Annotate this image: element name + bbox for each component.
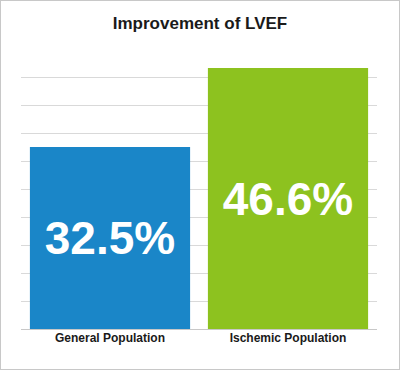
svg-text:Ischemic Population: Ischemic Population xyxy=(230,331,347,345)
svg-text:General Population: General Population xyxy=(55,331,165,345)
svg-text:Improvement of LVEF: Improvement of LVEF xyxy=(113,14,287,33)
svg-text:32.5%: 32.5% xyxy=(45,212,175,264)
svg-text:46.6%: 46.6% xyxy=(223,173,353,225)
